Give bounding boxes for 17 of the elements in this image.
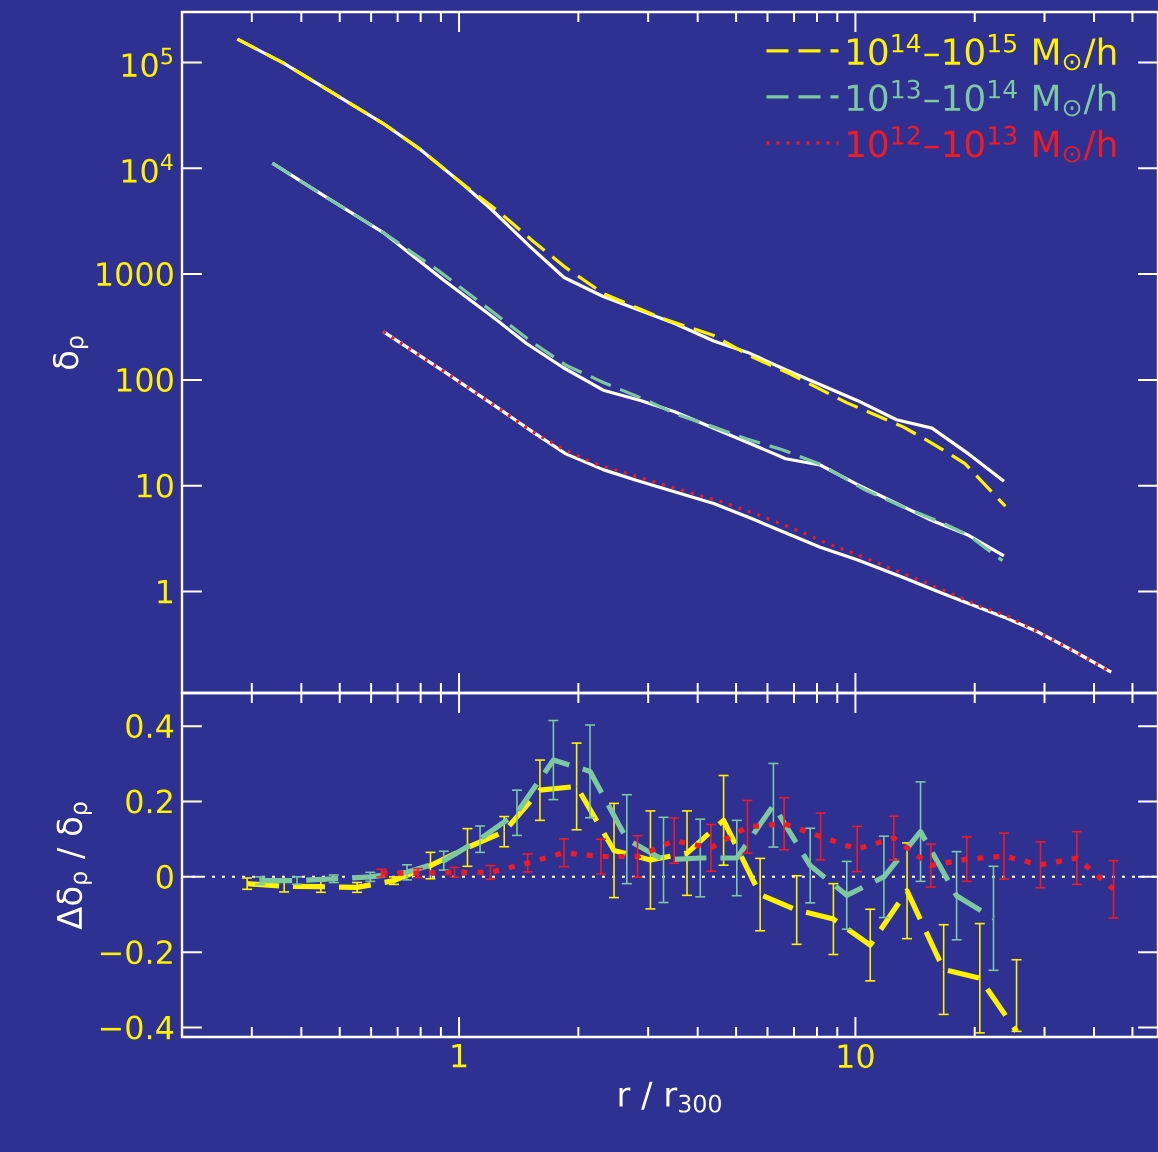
y-tick-label: 0.2 [126,789,172,814]
y-tick-label: 10$^{5}$ [122,47,173,78]
y-tick-label: 10 [137,473,173,498]
y-tick-label: 10$^{4}$ [122,153,173,183]
y-axis-title: δ$_{ρ}$ [52,336,89,369]
y-axis-title: Δδ$_{ρ}$ / δ$_{ρ}$ [56,802,92,930]
legend-label: 10$^{12}$–10$^{13}$ M$_{⊙}$/h [848,125,1116,163]
y-tick-label: −0.4 [100,1015,174,1040]
legend-label: 10$^{13}$–10$^{14}$ M$_{⊙}$/h [848,79,1116,117]
legend-label: 10$^{14}$–10$^{15}$ M$_{⊙}$/h [848,34,1116,71]
y-tick-label: 1000 [97,262,173,287]
y-tick-label: 100 [117,367,173,392]
y-tick-label: 0.4 [126,714,174,739]
y-tick-label: −0.2 [100,940,172,965]
x-axis-title: r / r$_{300}$ [619,1081,721,1113]
y-tick-label: 0 [156,864,173,889]
y-tick-label: 1 [158,579,173,604]
